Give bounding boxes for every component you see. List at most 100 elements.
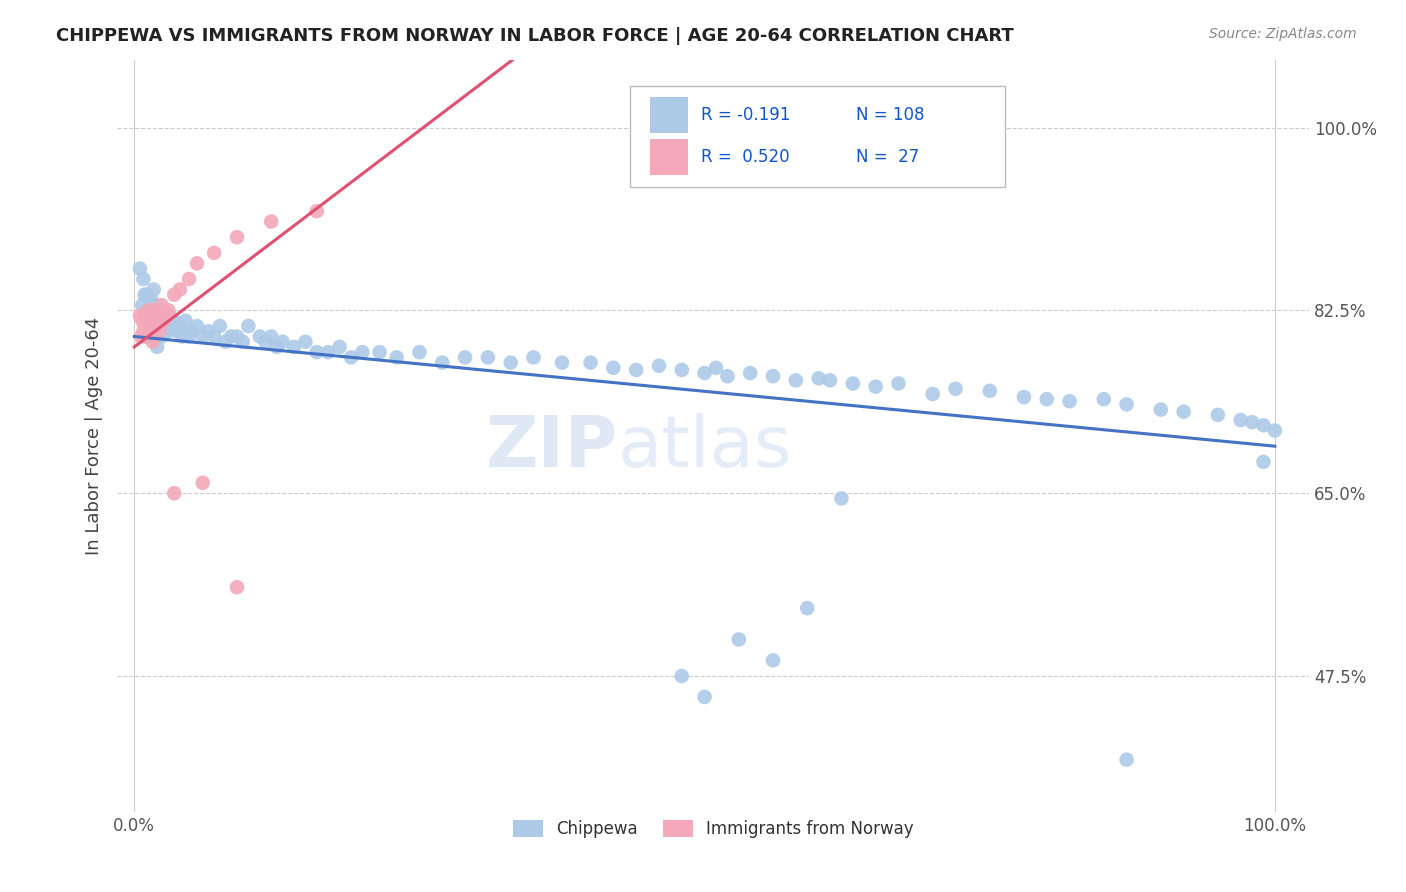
Text: R = -0.191: R = -0.191 bbox=[702, 106, 790, 124]
Point bbox=[166, 324, 188, 338]
Point bbox=[294, 334, 316, 349]
Text: N = 108: N = 108 bbox=[856, 106, 925, 124]
Point bbox=[1206, 408, 1229, 422]
Point bbox=[979, 384, 1001, 398]
Point bbox=[352, 345, 374, 359]
Point bbox=[142, 309, 165, 323]
Point bbox=[141, 317, 163, 331]
Point bbox=[1253, 418, 1275, 433]
Point bbox=[202, 329, 225, 343]
Point bbox=[131, 314, 153, 328]
Point bbox=[152, 314, 174, 328]
Point bbox=[141, 329, 163, 343]
Point bbox=[477, 351, 499, 365]
Point bbox=[727, 632, 749, 647]
Point bbox=[1012, 390, 1035, 404]
Point bbox=[129, 261, 152, 276]
Point bbox=[172, 329, 194, 343]
Point bbox=[579, 356, 602, 370]
Point bbox=[762, 653, 785, 667]
Point bbox=[148, 309, 170, 323]
Point bbox=[522, 351, 544, 365]
Point bbox=[1253, 455, 1275, 469]
Point bbox=[135, 329, 157, 343]
Point bbox=[134, 309, 156, 323]
Point bbox=[157, 303, 180, 318]
Point bbox=[143, 329, 166, 343]
Point bbox=[385, 351, 408, 365]
Point bbox=[219, 329, 242, 343]
Point bbox=[186, 319, 208, 334]
Point bbox=[1264, 424, 1286, 438]
Point bbox=[830, 491, 852, 506]
Point bbox=[134, 287, 156, 301]
Point bbox=[138, 321, 160, 335]
Point bbox=[131, 298, 153, 312]
Point bbox=[1173, 405, 1195, 419]
Point bbox=[807, 371, 830, 385]
Point bbox=[141, 334, 163, 349]
Point bbox=[740, 366, 762, 380]
Point bbox=[135, 329, 157, 343]
Point bbox=[136, 309, 159, 323]
Point bbox=[260, 329, 283, 343]
Point bbox=[1115, 397, 1137, 411]
Point bbox=[129, 309, 152, 323]
Point bbox=[887, 376, 910, 391]
Point bbox=[208, 319, 231, 334]
Point bbox=[1115, 753, 1137, 767]
Point bbox=[260, 214, 283, 228]
Point bbox=[155, 309, 177, 323]
Point bbox=[305, 345, 328, 359]
Point bbox=[1092, 392, 1115, 406]
Point bbox=[143, 319, 166, 334]
Text: ZIP: ZIP bbox=[485, 412, 617, 482]
Point bbox=[136, 329, 159, 343]
FancyBboxPatch shape bbox=[650, 97, 688, 133]
Point bbox=[135, 319, 157, 334]
Point bbox=[132, 324, 155, 338]
Point bbox=[139, 319, 162, 334]
Point bbox=[408, 345, 430, 359]
Point bbox=[921, 387, 943, 401]
Point bbox=[226, 230, 249, 244]
Point bbox=[202, 246, 225, 260]
Point bbox=[141, 293, 163, 307]
Legend: Chippewa, Immigrants from Norway: Chippewa, Immigrants from Norway bbox=[506, 814, 921, 845]
Point bbox=[163, 287, 186, 301]
Point bbox=[693, 366, 716, 380]
Point bbox=[624, 363, 647, 377]
FancyBboxPatch shape bbox=[630, 86, 1005, 187]
Point bbox=[160, 319, 183, 334]
Point bbox=[842, 376, 865, 391]
Point bbox=[1241, 415, 1264, 429]
Point bbox=[1035, 392, 1057, 406]
FancyBboxPatch shape bbox=[650, 138, 688, 175]
Point bbox=[602, 360, 624, 375]
Point bbox=[716, 369, 738, 384]
Point bbox=[693, 690, 716, 704]
Point bbox=[197, 324, 219, 338]
Point bbox=[135, 309, 157, 323]
Point bbox=[135, 287, 157, 301]
Point bbox=[271, 334, 294, 349]
Point bbox=[169, 319, 191, 334]
Point bbox=[762, 369, 785, 384]
Point bbox=[146, 314, 169, 328]
Point bbox=[150, 329, 173, 343]
Point bbox=[148, 324, 170, 338]
Point bbox=[238, 319, 260, 334]
Point bbox=[551, 356, 574, 370]
Point bbox=[141, 314, 163, 328]
Point bbox=[305, 204, 328, 219]
Point bbox=[432, 356, 454, 370]
Point bbox=[191, 475, 214, 490]
Text: R =  0.520: R = 0.520 bbox=[702, 148, 790, 166]
Point bbox=[159, 309, 181, 323]
Text: CHIPPEWA VS IMMIGRANTS FROM NORWAY IN LABOR FORCE | AGE 20-64 CORRELATION CHART: CHIPPEWA VS IMMIGRANTS FROM NORWAY IN LA… bbox=[56, 27, 1014, 45]
Point bbox=[454, 351, 477, 365]
Point bbox=[671, 363, 693, 377]
Point bbox=[191, 329, 214, 343]
Text: atlas: atlas bbox=[617, 412, 792, 482]
Point bbox=[1059, 394, 1081, 409]
